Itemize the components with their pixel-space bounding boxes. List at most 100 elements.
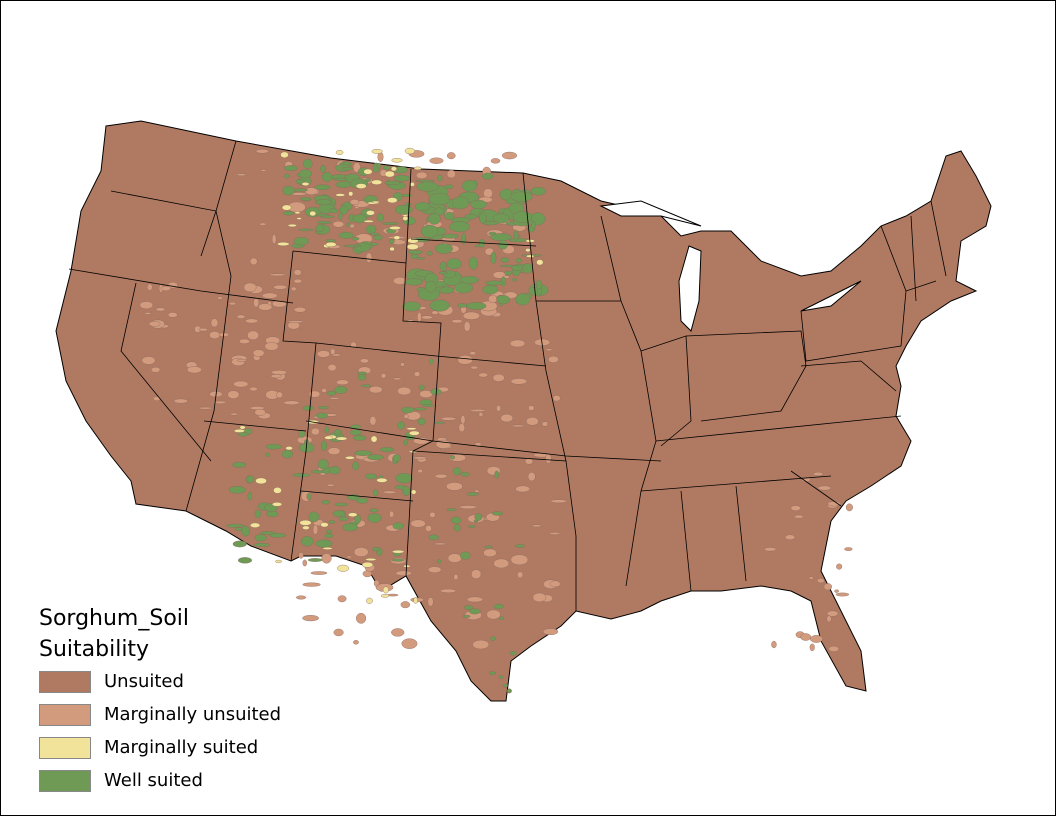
- marginally-unsuited-patch: [293, 307, 306, 313]
- well-suited-patch: [367, 454, 384, 461]
- legend-swatch: [39, 670, 91, 693]
- well-suited-patch: [253, 542, 271, 547]
- marginally-unsuited-patch: [236, 359, 247, 362]
- well-suited-patch: [484, 545, 493, 549]
- well-suited-patch: [360, 384, 372, 388]
- well-suited-patch: [343, 244, 362, 248]
- marginally-unsuited-patch: [483, 548, 497, 557]
- well-suited-patch: [324, 533, 334, 539]
- marginally-unsuited-patch: [413, 456, 427, 460]
- marginally-unsuited-patch: [415, 171, 428, 179]
- marginally-suited-patch: [363, 219, 374, 223]
- well-suited-patch: [493, 603, 504, 610]
- marginally-suited-patch: [348, 191, 354, 197]
- marginally-unsuited-patch: [427, 597, 434, 607]
- well-suited-patch: [338, 231, 354, 239]
- marginally-unsuited-patch: [327, 447, 341, 455]
- well-suited-patch: [376, 163, 382, 169]
- well-suited-patch: [488, 671, 497, 676]
- well-suited-patch: [384, 180, 401, 185]
- marginally-unsuited-patch: [828, 645, 839, 652]
- marginally-suited-patch: [287, 223, 297, 228]
- marginally-unsuited-patch: [541, 421, 549, 427]
- well-suited-patch: [355, 497, 369, 504]
- marginally-unsuited-patch: [401, 638, 418, 649]
- marginally-unsuited-patch: [434, 542, 447, 546]
- marginally-unsuited-patch: [488, 294, 498, 304]
- well-suited-patch: [352, 214, 368, 224]
- well-suited-patch: [352, 461, 360, 471]
- well-suited-patch: [438, 271, 448, 275]
- marginally-unsuited-patch: [397, 386, 412, 396]
- marginally-unsuited-patch: [151, 366, 161, 373]
- legend-title-line2: Suitability: [39, 637, 150, 662]
- well-suited-patch: [414, 201, 431, 212]
- well-suited-patch: [513, 229, 519, 241]
- marginally-unsuited-patch: [369, 416, 377, 426]
- well-suited-patch: [232, 461, 247, 468]
- marginally-unsuited-patch: [548, 355, 559, 363]
- marginally-suited-patch: [366, 597, 373, 604]
- marginally-unsuited-patch: [784, 534, 796, 540]
- well-suited-patch: [427, 213, 441, 225]
- marginally-unsuited-patch: [463, 321, 471, 332]
- marginally-unsuited-patch: [416, 312, 422, 322]
- marginally-suited-patch: [335, 436, 348, 441]
- well-suited-patch: [373, 234, 383, 241]
- marginally-suited-patch: [380, 594, 390, 598]
- well-suited-patch: [435, 243, 453, 254]
- well-suited-patch: [308, 511, 320, 523]
- marginally-unsuited-patch: [276, 391, 283, 399]
- marginally-unsuited-patch: [460, 415, 466, 425]
- marginally-unsuited-patch: [469, 409, 486, 412]
- marginally-unsuited-patch: [826, 615, 832, 623]
- well-suited-patch: [474, 513, 483, 521]
- marginally-suited-patch: [322, 547, 333, 550]
- marginally-suited-patch: [365, 558, 377, 561]
- well-suited-patch: [326, 390, 337, 396]
- well-suited-patch: [298, 169, 312, 179]
- marginally-unsuited-patch: [549, 532, 561, 535]
- marginally-suited-patch: [382, 586, 389, 594]
- marginally-unsuited-patch: [380, 373, 387, 379]
- marginally-unsuited-patch: [310, 571, 328, 575]
- well-suited-patch: [341, 166, 353, 171]
- marginally-unsuited-patch: [253, 298, 260, 308]
- marginally-suited-patch: [384, 170, 395, 178]
- well-suited-patch: [369, 232, 381, 236]
- marginally-unsuited-patch: [391, 628, 405, 637]
- well-suited-patch: [437, 174, 443, 182]
- marginally-suited-patch: [335, 193, 346, 197]
- marginally-unsuited-patch: [517, 571, 524, 579]
- well-suited-patch: [353, 434, 367, 441]
- well-suited-patch: [302, 405, 315, 411]
- well-suited-patch: [504, 270, 512, 276]
- marginally-unsuited-patch: [459, 505, 477, 510]
- well-suited-patch: [334, 429, 342, 436]
- well-suited-patch: [509, 650, 517, 656]
- marginally-unsuited-patch: [271, 300, 287, 308]
- marginally-unsuited-patch: [790, 505, 801, 511]
- well-suited-patch: [422, 404, 435, 408]
- marginally-unsuited-patch: [210, 318, 219, 328]
- marginally-suited-patch: [402, 216, 409, 221]
- marginally-suited-patch: [239, 425, 246, 430]
- state-border: [685, 330, 807, 422]
- marginally-unsuited-patch: [321, 388, 327, 393]
- marginally-unsuited-patch: [490, 158, 501, 164]
- marginally-unsuited-patch: [826, 610, 839, 617]
- marginally-unsuited-patch: [817, 485, 832, 491]
- well-suited-patch: [407, 250, 424, 255]
- marginally-unsuited-patch: [492, 373, 505, 382]
- marginally-unsuited-patch: [355, 612, 367, 624]
- state-border: [410, 238, 537, 247]
- well-suited-patch: [521, 263, 533, 274]
- marginally-unsuited-patch: [321, 553, 332, 564]
- state-border: [203, 420, 414, 502]
- marginally-unsuited-patch: [236, 314, 246, 319]
- legend-item-marginally-suited: Marginally suited: [39, 731, 281, 764]
- marginally-suited-patch: [255, 477, 267, 485]
- well-suited-patch: [369, 508, 379, 513]
- marginally-unsuited-patch: [291, 286, 297, 292]
- marginally-unsuited-patch: [228, 301, 236, 306]
